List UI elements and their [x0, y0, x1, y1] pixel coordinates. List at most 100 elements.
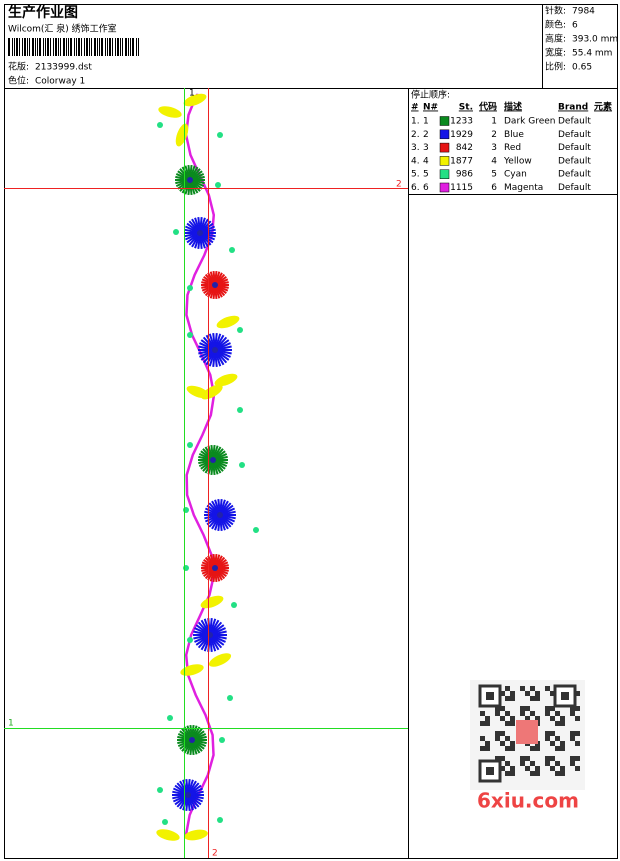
- module: [510, 766, 515, 771]
- cell: 986: [456, 170, 473, 180]
- bar: [24, 38, 26, 56]
- module: [560, 746, 565, 751]
- stat-value: 6: [572, 21, 578, 31]
- stitch-dot: [239, 462, 245, 468]
- module: [575, 716, 580, 721]
- cell: 3.: [411, 143, 420, 153]
- module: [530, 746, 535, 751]
- bar: [112, 38, 113, 56]
- module: [525, 691, 530, 696]
- center: [212, 282, 218, 288]
- module: [495, 736, 500, 741]
- bar: [39, 38, 41, 56]
- stitch-dot: [217, 132, 223, 138]
- bar: [94, 38, 96, 56]
- leaf: [214, 373, 238, 387]
- module: [535, 746, 540, 751]
- stitch-dot: [157, 122, 163, 128]
- bar: [12, 38, 13, 56]
- module: [505, 736, 510, 741]
- module: [555, 771, 560, 776]
- module: [545, 761, 550, 766]
- barcode: [8, 38, 139, 56]
- module: [530, 771, 535, 776]
- design: 2133999.dst: [35, 63, 92, 73]
- module: [545, 686, 550, 691]
- cell: 4: [491, 156, 497, 166]
- module: [520, 761, 525, 766]
- bar: [99, 38, 100, 56]
- bar: [66, 38, 67, 56]
- module: [505, 711, 510, 716]
- column-header: 元素: [594, 101, 612, 113]
- cell: 1: [491, 117, 497, 127]
- module: [500, 741, 505, 746]
- swatch: [439, 182, 450, 193]
- stat-label: 针数:: [545, 5, 566, 17]
- table-title: 停止顺序:: [411, 89, 450, 101]
- stitch-dot: [183, 507, 189, 513]
- stitch-dot: [253, 527, 259, 533]
- module: [560, 741, 565, 746]
- leaf: [216, 315, 240, 329]
- bar: [107, 38, 108, 56]
- module: [545, 736, 550, 741]
- bar: [76, 38, 77, 56]
- module: [560, 721, 565, 726]
- stat-value: 55.4 mm: [572, 49, 612, 59]
- stitch-dot: [183, 565, 189, 571]
- module: [550, 766, 555, 771]
- module: [485, 746, 490, 751]
- cell: 1: [423, 117, 429, 127]
- center: [185, 792, 191, 798]
- leaf: [175, 123, 189, 147]
- bar: [136, 38, 137, 56]
- module: [505, 771, 510, 776]
- stat-value: 7984: [572, 7, 595, 17]
- module: [500, 766, 505, 771]
- module: [530, 711, 535, 716]
- cell: 6: [423, 183, 429, 193]
- bar: [16, 38, 18, 56]
- bar: [60, 38, 61, 56]
- module: [535, 766, 540, 771]
- module: [500, 756, 505, 761]
- center: [217, 512, 223, 518]
- qr-code: [470, 680, 585, 790]
- bar: [37, 38, 38, 56]
- column-header: 代码: [478, 101, 497, 113]
- cell: 2.: [411, 130, 420, 140]
- stitch-dot: [167, 715, 173, 721]
- bar: [32, 38, 34, 56]
- cell: 3: [491, 143, 497, 153]
- guide-label: 1: [189, 89, 195, 99]
- cell: Default: [558, 143, 591, 153]
- finder: [486, 692, 494, 700]
- module: [570, 736, 575, 741]
- module: [550, 756, 555, 761]
- center: [187, 177, 193, 183]
- colorway: Colorway 1: [35, 77, 85, 87]
- cell: 6.: [411, 183, 420, 193]
- stat-label: 颜色:: [545, 19, 566, 31]
- bar: [132, 38, 134, 56]
- module: [545, 731, 550, 736]
- watermark: 6xiu.com: [477, 789, 579, 813]
- bar: [78, 38, 80, 56]
- module: [535, 771, 540, 776]
- cell: 1115: [450, 183, 473, 193]
- stat-label: 比例:: [545, 61, 566, 73]
- bar: [47, 38, 49, 56]
- module: [525, 756, 530, 761]
- module: [500, 706, 505, 711]
- stitch-dot: [237, 407, 243, 413]
- bar: [43, 38, 44, 56]
- center: [189, 737, 195, 743]
- cell: 1.: [411, 117, 420, 127]
- leaf: [158, 106, 182, 118]
- guide-label: 2: [396, 180, 402, 190]
- center: [212, 565, 218, 571]
- module: [575, 741, 580, 746]
- module: [510, 691, 515, 696]
- center: [207, 632, 213, 638]
